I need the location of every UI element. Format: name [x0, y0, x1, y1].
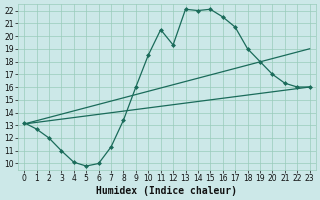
- X-axis label: Humidex (Indice chaleur): Humidex (Indice chaleur): [96, 186, 237, 196]
